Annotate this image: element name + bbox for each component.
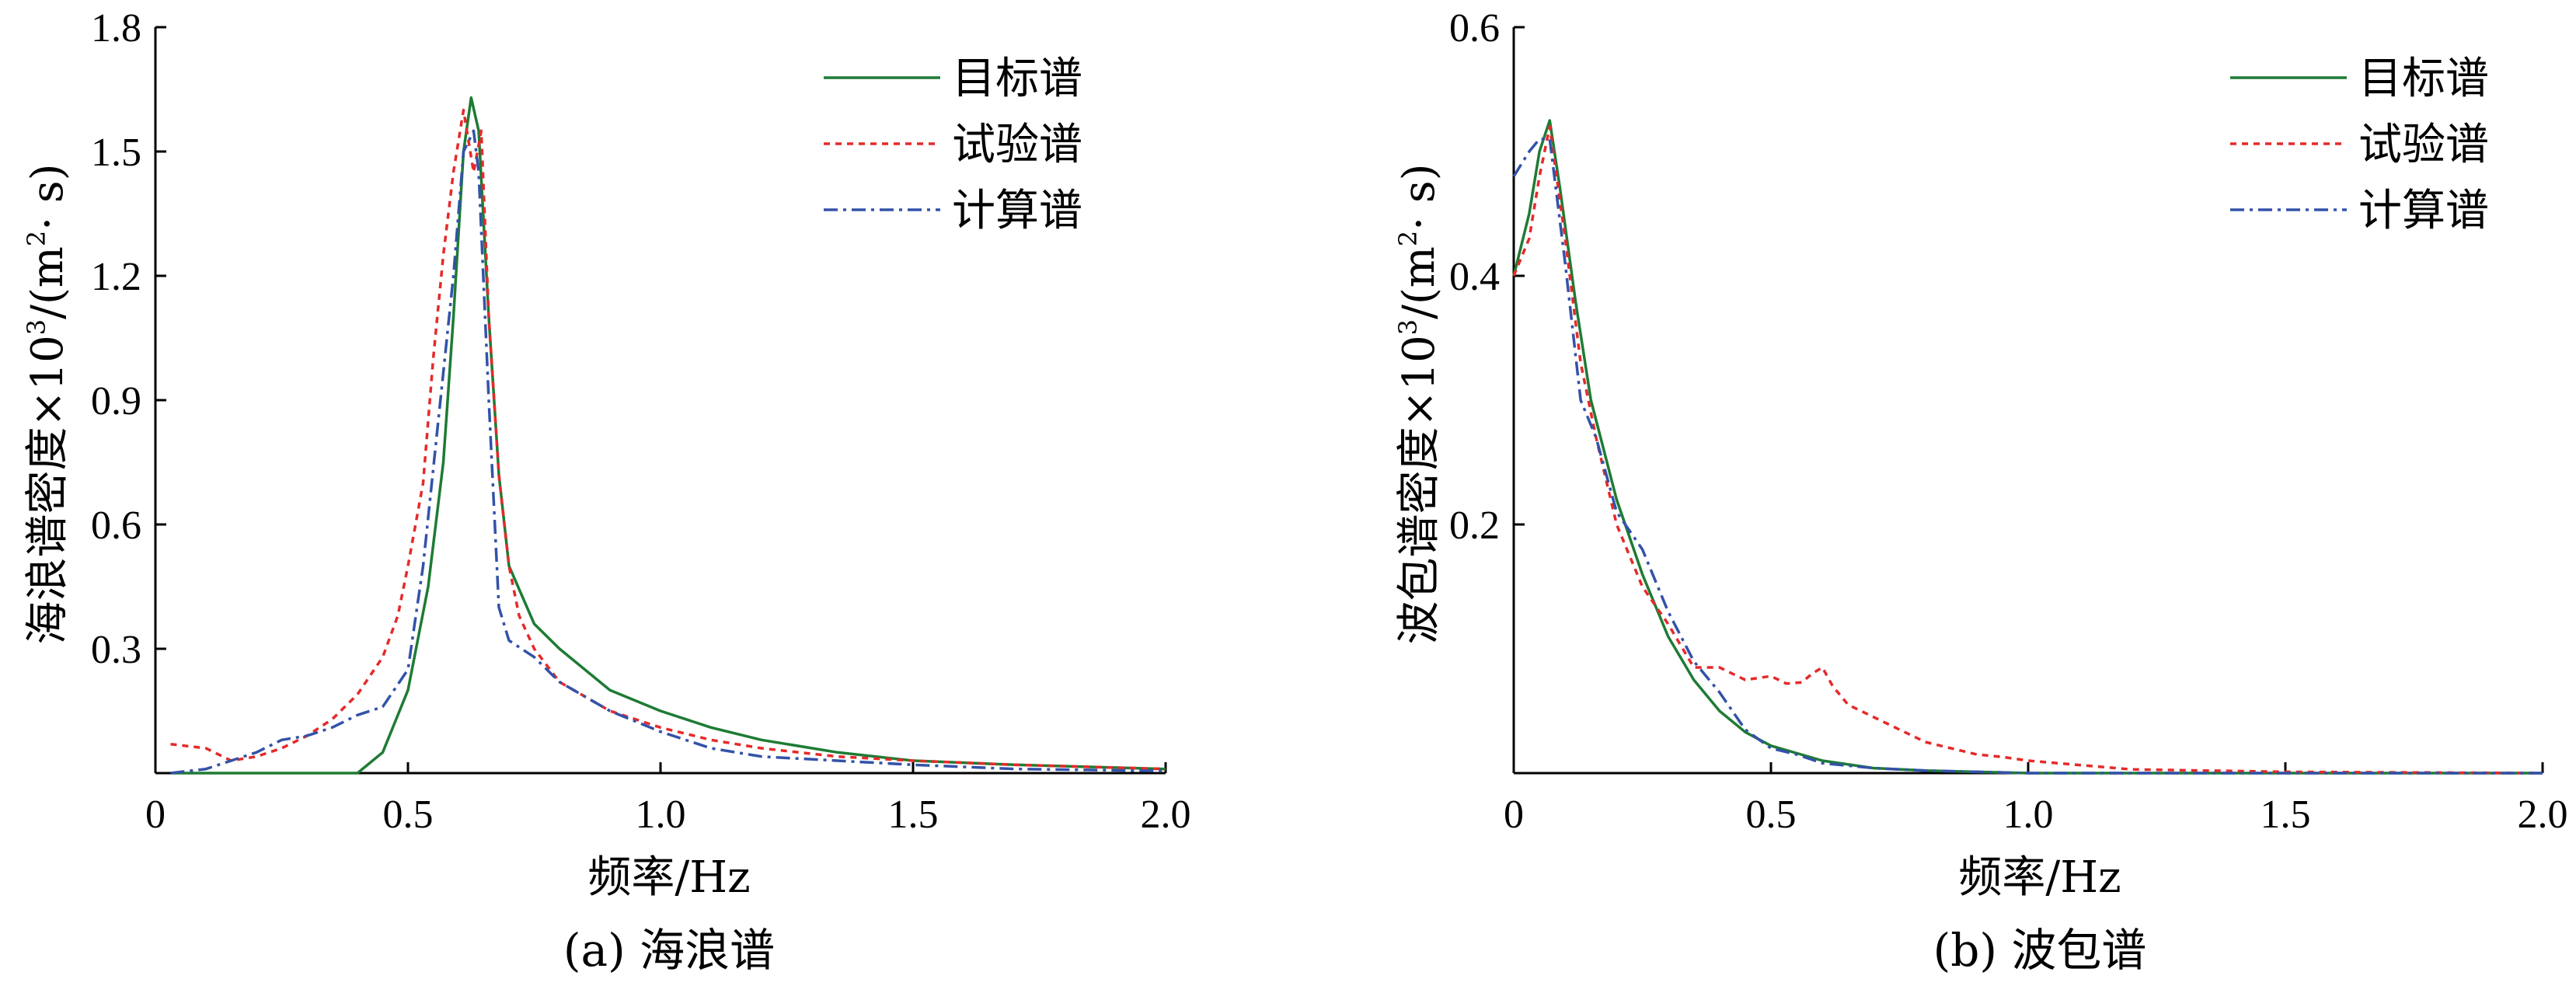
panel-b: (b) 波包谱 频率/Hz 波包谱密度×103/(m2· s) (1393, 164, 2146, 977)
series-line-2 (170, 108, 1166, 771)
panel-b-y-label: 波包谱密度×103/(m2· s) (1393, 164, 1445, 645)
y-tick-label: 1.8 (91, 6, 141, 51)
x-tick-label: 0.5 (1746, 793, 1797, 837)
panel-a-x-label: 频率/Hz (587, 852, 750, 903)
y-tick-label: 0.6 (91, 503, 141, 548)
legend-label-1: 目标谱 (2358, 54, 2489, 104)
legend-label-3: 计算谱 (2358, 186, 2489, 236)
y-tick-label: 0.6 (1449, 6, 1500, 51)
panel-a-caption: (a) 海浪谱 (563, 924, 775, 977)
legend-label-2: 试验谱 (2358, 120, 2489, 170)
x-tick-label: 1.0 (2003, 793, 2054, 837)
legend-label-2: 试验谱 (952, 120, 1082, 170)
x-tick-label: 0.5 (383, 793, 434, 837)
y-tick-label: 0.4 (1449, 255, 1500, 299)
x-tick-label: 1.5 (2261, 793, 2311, 837)
x-tick-label: 2.0 (1141, 793, 1191, 837)
y-tick-label: 0.9 (91, 379, 141, 423)
panel-b-caption: (b) 波包谱 (1933, 924, 2147, 977)
legend-label-1: 目标谱 (952, 54, 1082, 104)
x-tick-label: 2.0 (2518, 793, 2568, 837)
series-line-3 (1512, 138, 2543, 775)
panel-a: (a) 海浪谱 频率/Hz 海浪谱密度×103/(m2· s) (22, 164, 775, 977)
legend-label-3: 计算谱 (952, 186, 1082, 236)
y-tick-label: 0.3 (91, 628, 141, 672)
x-tick-label: 0 (145, 793, 166, 837)
panel-a-y-label: 海浪谱密度×103/(m2· s) (22, 164, 73, 645)
x-tick-label: 0 (1504, 793, 1524, 837)
y-tick-label: 0.2 (1449, 503, 1500, 548)
x-tick-label: 1.5 (888, 793, 939, 837)
series-line-3 (170, 129, 1166, 775)
panel-b-x-label: 频率/Hz (1958, 852, 2121, 903)
y-tick-label: 1.2 (91, 255, 141, 299)
x-tick-label: 1.0 (636, 793, 686, 837)
y-tick-label: 1.5 (91, 131, 141, 175)
